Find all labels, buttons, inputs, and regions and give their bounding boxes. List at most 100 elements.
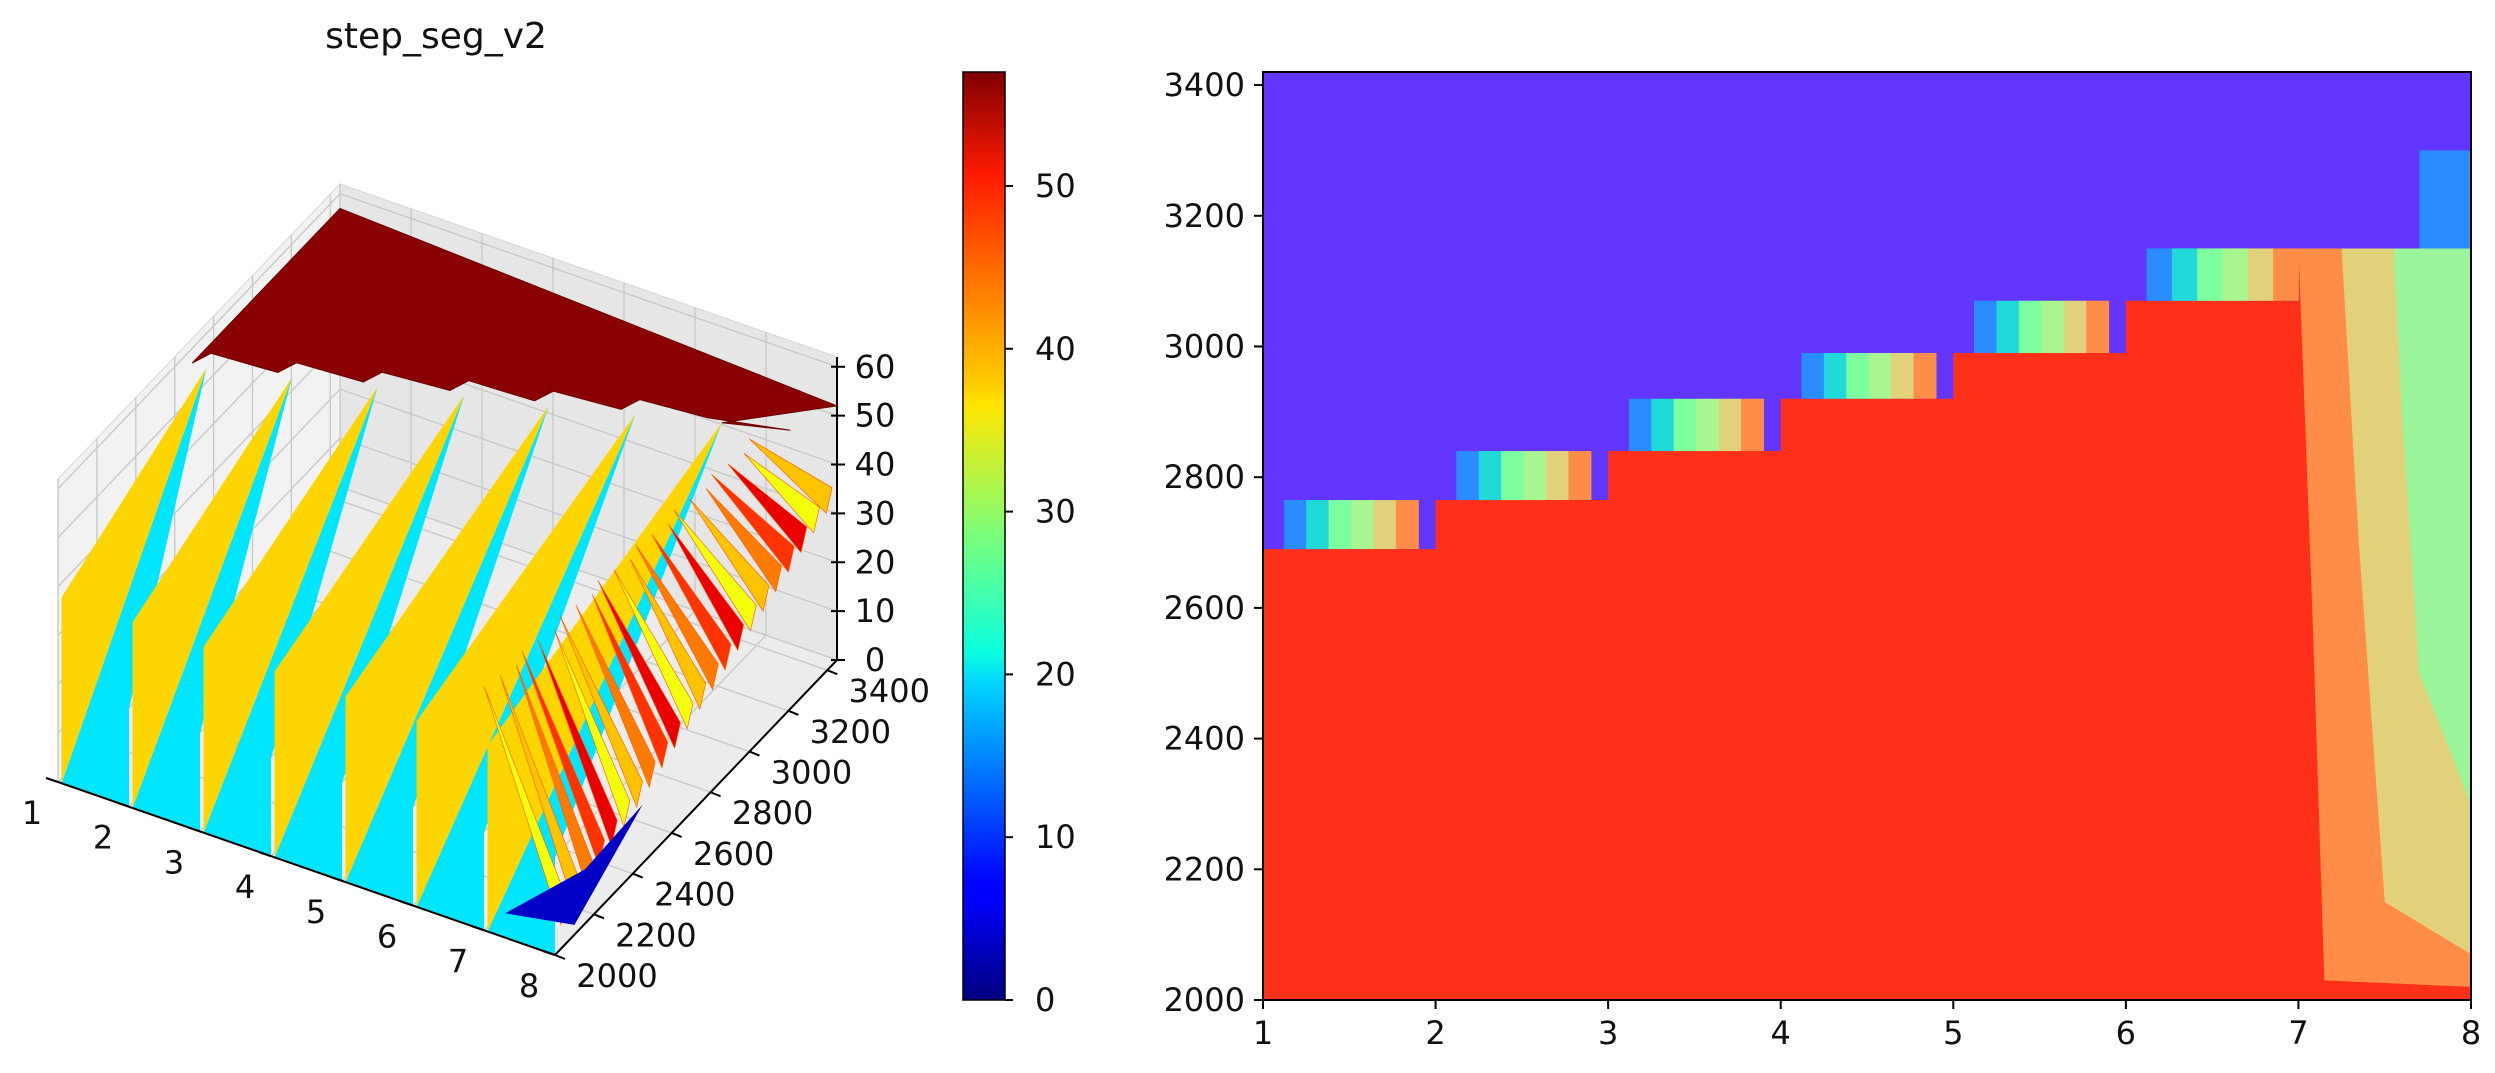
step-transition-strip: [1846, 353, 1870, 399]
x-tick-label: 1: [1253, 1014, 1273, 1052]
x-tick-label: 3: [164, 843, 184, 881]
region-lower: [1263, 248, 2471, 1001]
y-axis-line: [554, 659, 838, 956]
3d-tick-labels: 1 2 3 4 5 6 7 8 20002200240026002800300032003400…: [22, 348, 930, 1005]
surface-spike: [61, 367, 207, 784]
x-tick: [471, 925, 485, 932]
surface-slope-strip: [749, 438, 833, 514]
surface-slope-strip: [554, 629, 631, 828]
x-tick-label: 3: [1598, 1014, 1618, 1052]
z-tick-label: 10: [855, 592, 896, 630]
x-tick-label: 4: [1771, 1014, 1791, 1052]
x-tick-label: 4: [235, 868, 255, 906]
surface-wall: [416, 414, 636, 931]
surface-wall: [61, 367, 207, 807]
surface-slope-strip: [591, 594, 669, 769]
surface-spike: [345, 405, 549, 883]
step-transition-strip: [2086, 300, 2110, 354]
x-tick-label: 7: [2288, 1014, 2308, 1052]
surface-slope-strip: [673, 509, 757, 632]
step-transition-strip: [1996, 300, 2020, 354]
step-transition-strip: [2063, 300, 2087, 354]
step-transition-strip: [1373, 500, 1397, 550]
y-tick-label: 3000: [1164, 327, 1245, 365]
surface-spike: [203, 386, 378, 833]
x-tick-label: 5: [1943, 1014, 1963, 1052]
surface-slope-strip: [743, 452, 820, 534]
y-tick: [554, 954, 566, 960]
step-transition-strip: [1913, 353, 1937, 399]
y-tick-label: 2200: [615, 916, 696, 954]
z-tick-label: 30: [855, 494, 896, 532]
colorbar-tick-label: 50: [1035, 167, 1076, 205]
step-transition-strip: [1718, 398, 1742, 452]
step-transition-strip: [2273, 248, 2299, 301]
step-transition-strip: [1568, 451, 1592, 501]
x-tick-label: 8: [2461, 1014, 2481, 1052]
x-tick-label: 2: [93, 819, 113, 857]
y-tick: [671, 832, 683, 838]
surface-slope-strip: [613, 569, 694, 730]
step-transition-strip: [1823, 353, 1847, 399]
surface-wall: [203, 386, 378, 857]
surface-slope-strip: [635, 544, 719, 691]
x-tick: [542, 950, 556, 956]
region-band-top: [2419, 150, 2471, 249]
step-transition-strip: [1741, 398, 1764, 452]
colorbar-tick-label: 30: [1035, 493, 1076, 531]
surface-wall: [345, 405, 549, 906]
y-tick-label: 2800: [1164, 458, 1245, 496]
step-transition-strip: [1283, 500, 1307, 550]
y-tick-label: 2200: [1164, 850, 1245, 888]
x-tick-label: 1: [22, 794, 42, 832]
step-transition-strip: [1395, 500, 1419, 550]
x-tick-label: 7: [448, 942, 468, 980]
step-transition-strip: [1973, 300, 1997, 354]
step-transition-strip: [1351, 500, 1374, 550]
z-tick-label: 20: [855, 543, 896, 581]
surface-slope-strip: [537, 640, 618, 848]
y-tick-label: 2000: [576, 957, 657, 995]
surface-slope-strip: [575, 604, 656, 789]
y-tick-label: 2400: [1164, 720, 1245, 758]
step-transition-strip: [1523, 451, 1547, 501]
colorbar-tick-label: 0: [1035, 981, 1055, 1019]
step-transition-strip: [2247, 248, 2274, 301]
heatmap-tick-labels: 1 2 3 4 5 6 7 8 2000 2200 2400 2600 2800 3000 3200 3400: [1164, 66, 2482, 1052]
y-tick-label: 3200: [810, 713, 891, 751]
step-transition-strip: [1651, 398, 1675, 452]
y-tick: [632, 872, 644, 879]
heatmap-regions: [1263, 72, 2471, 1001]
x-tick: [116, 801, 130, 808]
x-tick-label: 6: [377, 918, 397, 956]
step-transition-strip: [1801, 353, 1825, 399]
surface-slope-strip: [705, 488, 782, 593]
step-transition-strip: [1546, 451, 1569, 501]
colorbar-tick-label: 10: [1035, 818, 1076, 856]
step-transition-strip: [2222, 248, 2249, 301]
x-tick: [187, 826, 201, 833]
y-tick-label: 3400: [1164, 66, 1245, 104]
step-transition-strip: [1628, 398, 1652, 452]
y-tick-label: 3000: [771, 754, 852, 792]
surface-mesh: [61, 207, 839, 955]
surface-3d-plot: step_seg_v2 1 2 3 4 5 6 7 8 20002200240026002800…: [22, 16, 930, 1005]
step-transition-strip: [1673, 398, 1697, 452]
x-tick: [45, 777, 59, 783]
surface-slope-strip: [597, 579, 681, 750]
surface-spike: [416, 414, 636, 907]
colorbar-ticks: 0 10 20 30 40 50: [1005, 167, 1076, 1019]
y-tick-label: 2800: [732, 794, 813, 832]
y-tick-label: 3200: [1164, 197, 1245, 235]
heatmap-frame: [1262, 71, 2472, 1001]
y-tick-label: 2000: [1164, 981, 1245, 1019]
y-tick: [593, 913, 605, 920]
surface-slope-strip: [667, 523, 744, 652]
surface-slope-strip: [559, 615, 643, 809]
chart-title: step_seg_v2: [325, 16, 547, 57]
surface-wall: [274, 395, 465, 881]
x-tick: [329, 875, 343, 882]
step-transition-strip: [2041, 300, 2065, 354]
z-tick-label: 50: [855, 397, 896, 435]
